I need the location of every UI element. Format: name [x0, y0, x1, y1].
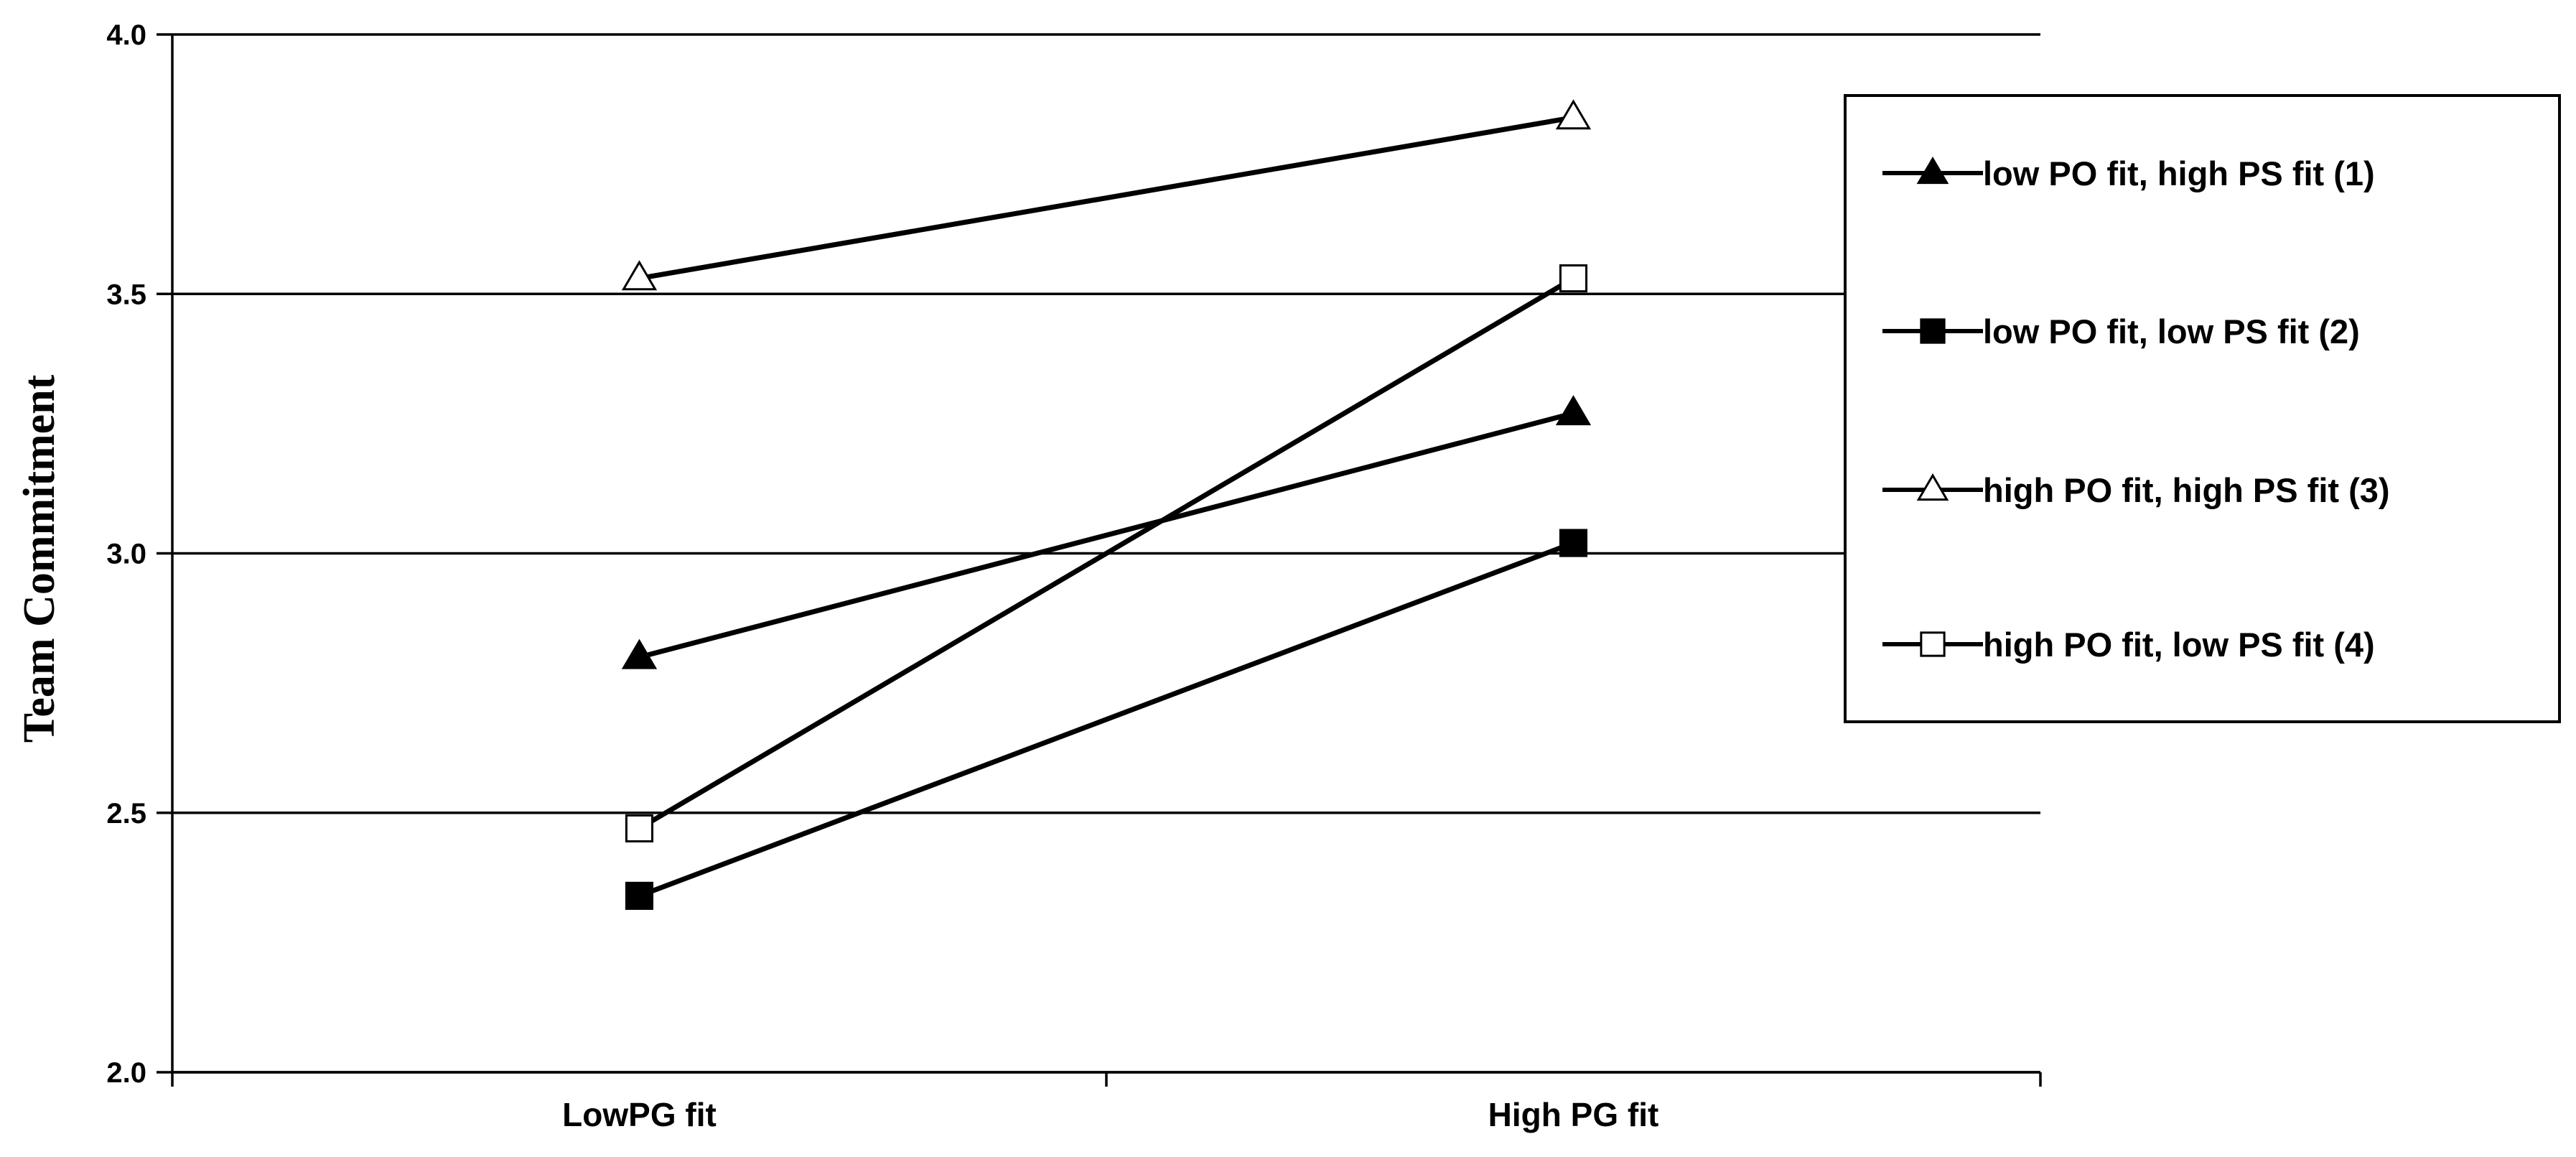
data-point	[621, 638, 658, 669]
series-line	[638, 540, 1574, 898]
legend-label: low PO fit, high PS fit (1)	[1983, 154, 2375, 192]
data-point	[1555, 99, 1592, 130]
x-tick-label: LowPG fit	[562, 1096, 717, 1133]
x-tick-label: High PG fit	[1488, 1096, 1659, 1133]
legend-marker	[1916, 473, 1949, 501]
y-tick-label: 2.0	[106, 1057, 146, 1089]
y-tick-label: 3.0	[106, 539, 146, 570]
legend-box	[1844, 94, 2561, 723]
data-point	[1559, 529, 1588, 557]
data-point	[1555, 395, 1592, 426]
legend-label: high PO fit, high PS fit (3)	[1983, 471, 2390, 509]
legend-marker	[1920, 318, 1946, 344]
legend-marker	[1920, 631, 1946, 657]
series-line	[638, 411, 1574, 660]
series-line	[638, 276, 1575, 831]
series-line	[638, 115, 1574, 282]
data-point	[625, 814, 654, 842]
series-lines	[638, 115, 1575, 898]
legend-label: low PO fit, low PS fit (2)	[1983, 312, 2360, 350]
data-point	[1559, 264, 1588, 293]
y-tick-label: 2.5	[106, 798, 146, 830]
y-tick-label: 3.5	[106, 279, 146, 310]
legend-marker	[1916, 157, 1949, 185]
series-markers	[621, 99, 1592, 910]
legend-label: high PO fit, low PS fit (4)	[1983, 626, 2375, 664]
legend: low PO fit, high PS fit (1) low PO fit, l…	[1844, 94, 2561, 723]
y-tick-label: 4.0	[106, 19, 146, 51]
data-point	[621, 260, 658, 291]
y-axis-title: Team Commitment	[15, 374, 64, 743]
axes: 2.0 2.5 3.0 3.5 4.0 LowPG fit High PG fit	[106, 19, 2042, 1133]
data-point	[625, 881, 654, 910]
